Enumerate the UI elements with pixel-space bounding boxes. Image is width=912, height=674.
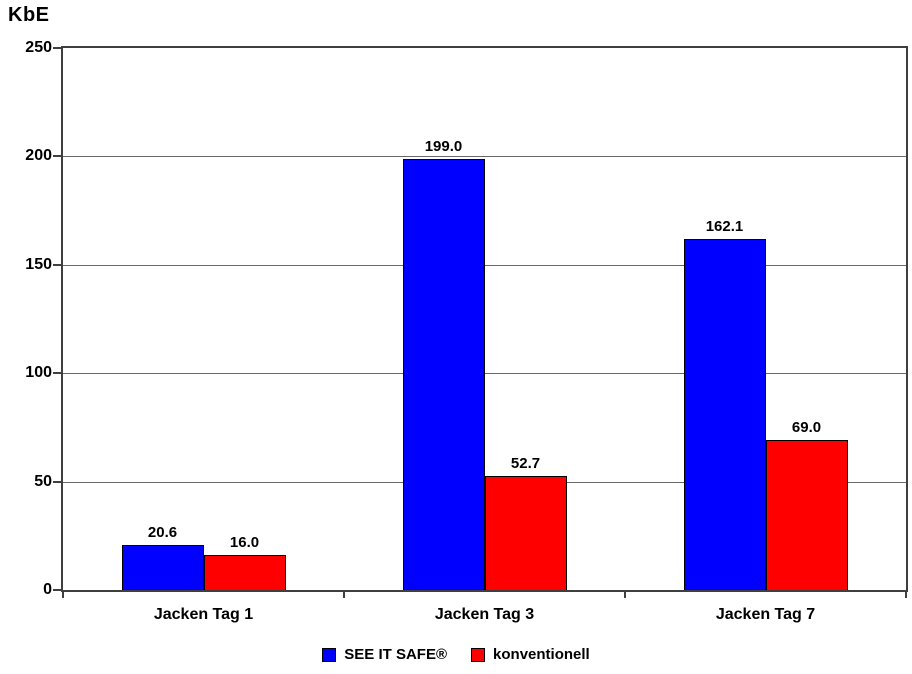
bar-value-label: 16.0 — [229, 534, 260, 552]
bar-value-label: 20.6 — [147, 524, 178, 542]
bar-see-it-safe-2 — [402, 158, 485, 590]
legend-swatch — [471, 647, 486, 662]
gridline-150 — [63, 264, 906, 266]
legend-item: konventionell — [471, 646, 590, 663]
bar-konventionell-1 — [203, 555, 286, 590]
bar-value-label: 69.0 — [791, 419, 822, 437]
y-tick-label-100: 100 — [25, 364, 52, 382]
x-category-label-2: Jacken Tag 3 — [434, 606, 535, 623]
y-tick-mark-250 — [53, 47, 62, 49]
bar-konventionell-3 — [765, 440, 848, 590]
y-tick-mark-0 — [53, 589, 62, 591]
bar-value-label: 52.7 — [510, 454, 541, 472]
y-tick-mark-50 — [53, 480, 62, 483]
y-tick-mark-100 — [53, 372, 62, 375]
y-tick-label-250: 250 — [25, 39, 52, 56]
x-category-label-3: Jacken Tag 7 — [715, 606, 816, 623]
bar-value-label: 199.0 — [424, 137, 463, 155]
gridline-100 — [63, 373, 906, 375]
bar-see-it-safe-1 — [121, 545, 204, 590]
y-tick-label-150: 150 — [25, 255, 52, 273]
legend: SEE IT SAFE® konventionell — [0, 646, 912, 663]
y-tick-label-0: 0 — [43, 581, 52, 598]
y-axis-title: KbE — [8, 4, 50, 26]
bar-see-it-safe-3 — [683, 238, 766, 590]
x-tick-mark-2 — [624, 590, 626, 598]
bar-konventionell-2 — [484, 475, 567, 590]
bar-value-label: 162.1 — [705, 217, 744, 235]
x-tick-mark-3 — [905, 590, 907, 598]
legend-swatch — [322, 647, 337, 662]
legend-label: SEE IT SAFE® — [344, 646, 448, 663]
plot-area: 20.6 16.0 199.0 52.7 162.1 69.0 — [61, 46, 908, 592]
y-tick-label-200: 200 — [25, 147, 52, 165]
x-tick-mark-1 — [343, 590, 345, 598]
gridline-200 — [63, 156, 906, 158]
x-tick-mark-0 — [62, 590, 64, 598]
y-tick-mark-150 — [53, 263, 62, 266]
x-category-label-1: Jacken Tag 1 — [153, 606, 254, 623]
y-tick-mark-200 — [53, 155, 62, 158]
y-tick-label-50: 50 — [34, 472, 52, 490]
legend-label: konventionell — [493, 646, 590, 663]
legend-item: SEE IT SAFE® — [322, 646, 447, 663]
